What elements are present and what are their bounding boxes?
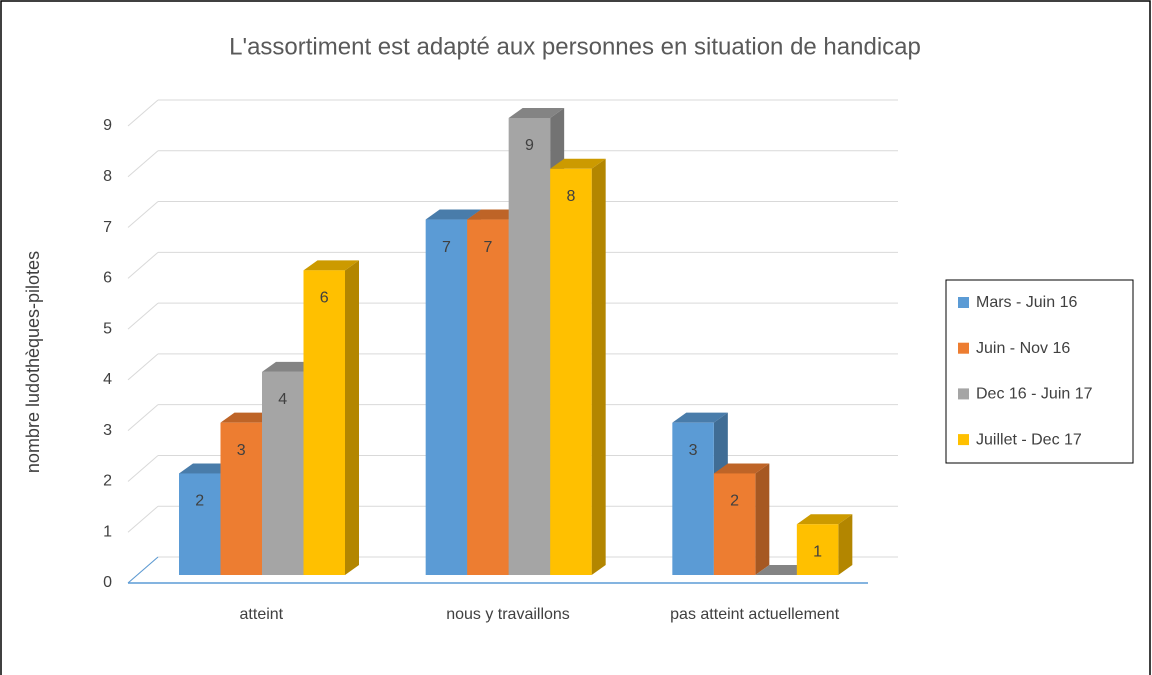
y-tick-label: 9	[103, 117, 112, 134]
bar	[467, 219, 509, 576]
grid-line-side	[127, 505, 159, 533]
data-label: 1	[813, 543, 822, 560]
x-tick-label: atteint	[239, 606, 284, 623]
data-label: 8	[566, 188, 575, 205]
y-tick-label: 2	[103, 473, 112, 490]
y-tick-label: 3	[103, 422, 112, 439]
bar	[508, 118, 551, 575]
floor-side	[127, 556, 159, 584]
y-tick-label: 1	[103, 523, 112, 540]
bar	[179, 473, 221, 575]
legend-swatch	[958, 342, 969, 354]
grid-line-side	[127, 150, 159, 178]
bar	[425, 219, 468, 576]
bar-side	[755, 463, 770, 575]
bar	[220, 422, 262, 575]
grid-line-side	[127, 302, 159, 330]
y-tick-label: 5	[103, 320, 112, 337]
x-tick-label: pas atteint actuellement	[670, 606, 840, 623]
legend-swatch	[958, 297, 969, 308]
y-tick-label: 0	[103, 574, 112, 591]
grid-line-side	[127, 201, 159, 228]
legend-swatch	[958, 434, 969, 446]
bar-top	[425, 209, 482, 220]
y-tick-label: 7	[103, 219, 112, 236]
bar	[303, 270, 345, 575]
grid-line-side	[127, 99, 159, 127]
data-label: 4	[278, 391, 287, 408]
bar-top	[303, 260, 359, 271]
data-label: 7	[483, 239, 492, 256]
bar-side	[591, 158, 606, 575]
grid-line-side	[127, 251, 159, 279]
data-label: 6	[320, 290, 329, 307]
x-tick-label: nous y travaillons	[446, 606, 570, 623]
grid-line-side	[127, 404, 159, 432]
bar-top	[508, 108, 565, 118]
data-label: 7	[442, 239, 451, 256]
legend-label: Dec 16 - Juin 17	[976, 386, 1093, 403]
bar	[262, 371, 304, 575]
legend-label: Mars - Juin 16	[976, 294, 1077, 311]
data-label: 3	[689, 442, 698, 459]
bar	[796, 524, 839, 575]
chart-title: L'assortiment est adapté aux personnes e…	[229, 33, 921, 60]
bar	[672, 422, 714, 575]
bar	[550, 168, 592, 575]
bar-top	[550, 158, 606, 169]
legend-box	[945, 279, 1134, 464]
legend-label: Juin - Nov 16	[976, 340, 1070, 357]
y-tick-label: 4	[103, 371, 112, 388]
data-label: 3	[237, 442, 246, 459]
data-label: 9	[525, 137, 534, 154]
y-axis-label: nombre ludothèques-pilotes	[23, 251, 43, 473]
bar-top	[672, 412, 728, 423]
bar	[713, 473, 756, 575]
grid-line-side	[127, 353, 159, 381]
bar-top	[713, 463, 770, 474]
bar-side	[345, 260, 359, 575]
legend-label: Juillet - Dec 17	[976, 431, 1082, 448]
y-tick-label: 6	[103, 270, 112, 287]
legend-swatch	[958, 388, 969, 400]
data-label: 2	[730, 493, 739, 510]
data-label: 2	[195, 493, 204, 510]
bar-side	[838, 514, 853, 575]
y-tick-label: 8	[103, 168, 112, 185]
bar-top	[796, 514, 853, 525]
grid-line-side	[127, 455, 159, 482]
